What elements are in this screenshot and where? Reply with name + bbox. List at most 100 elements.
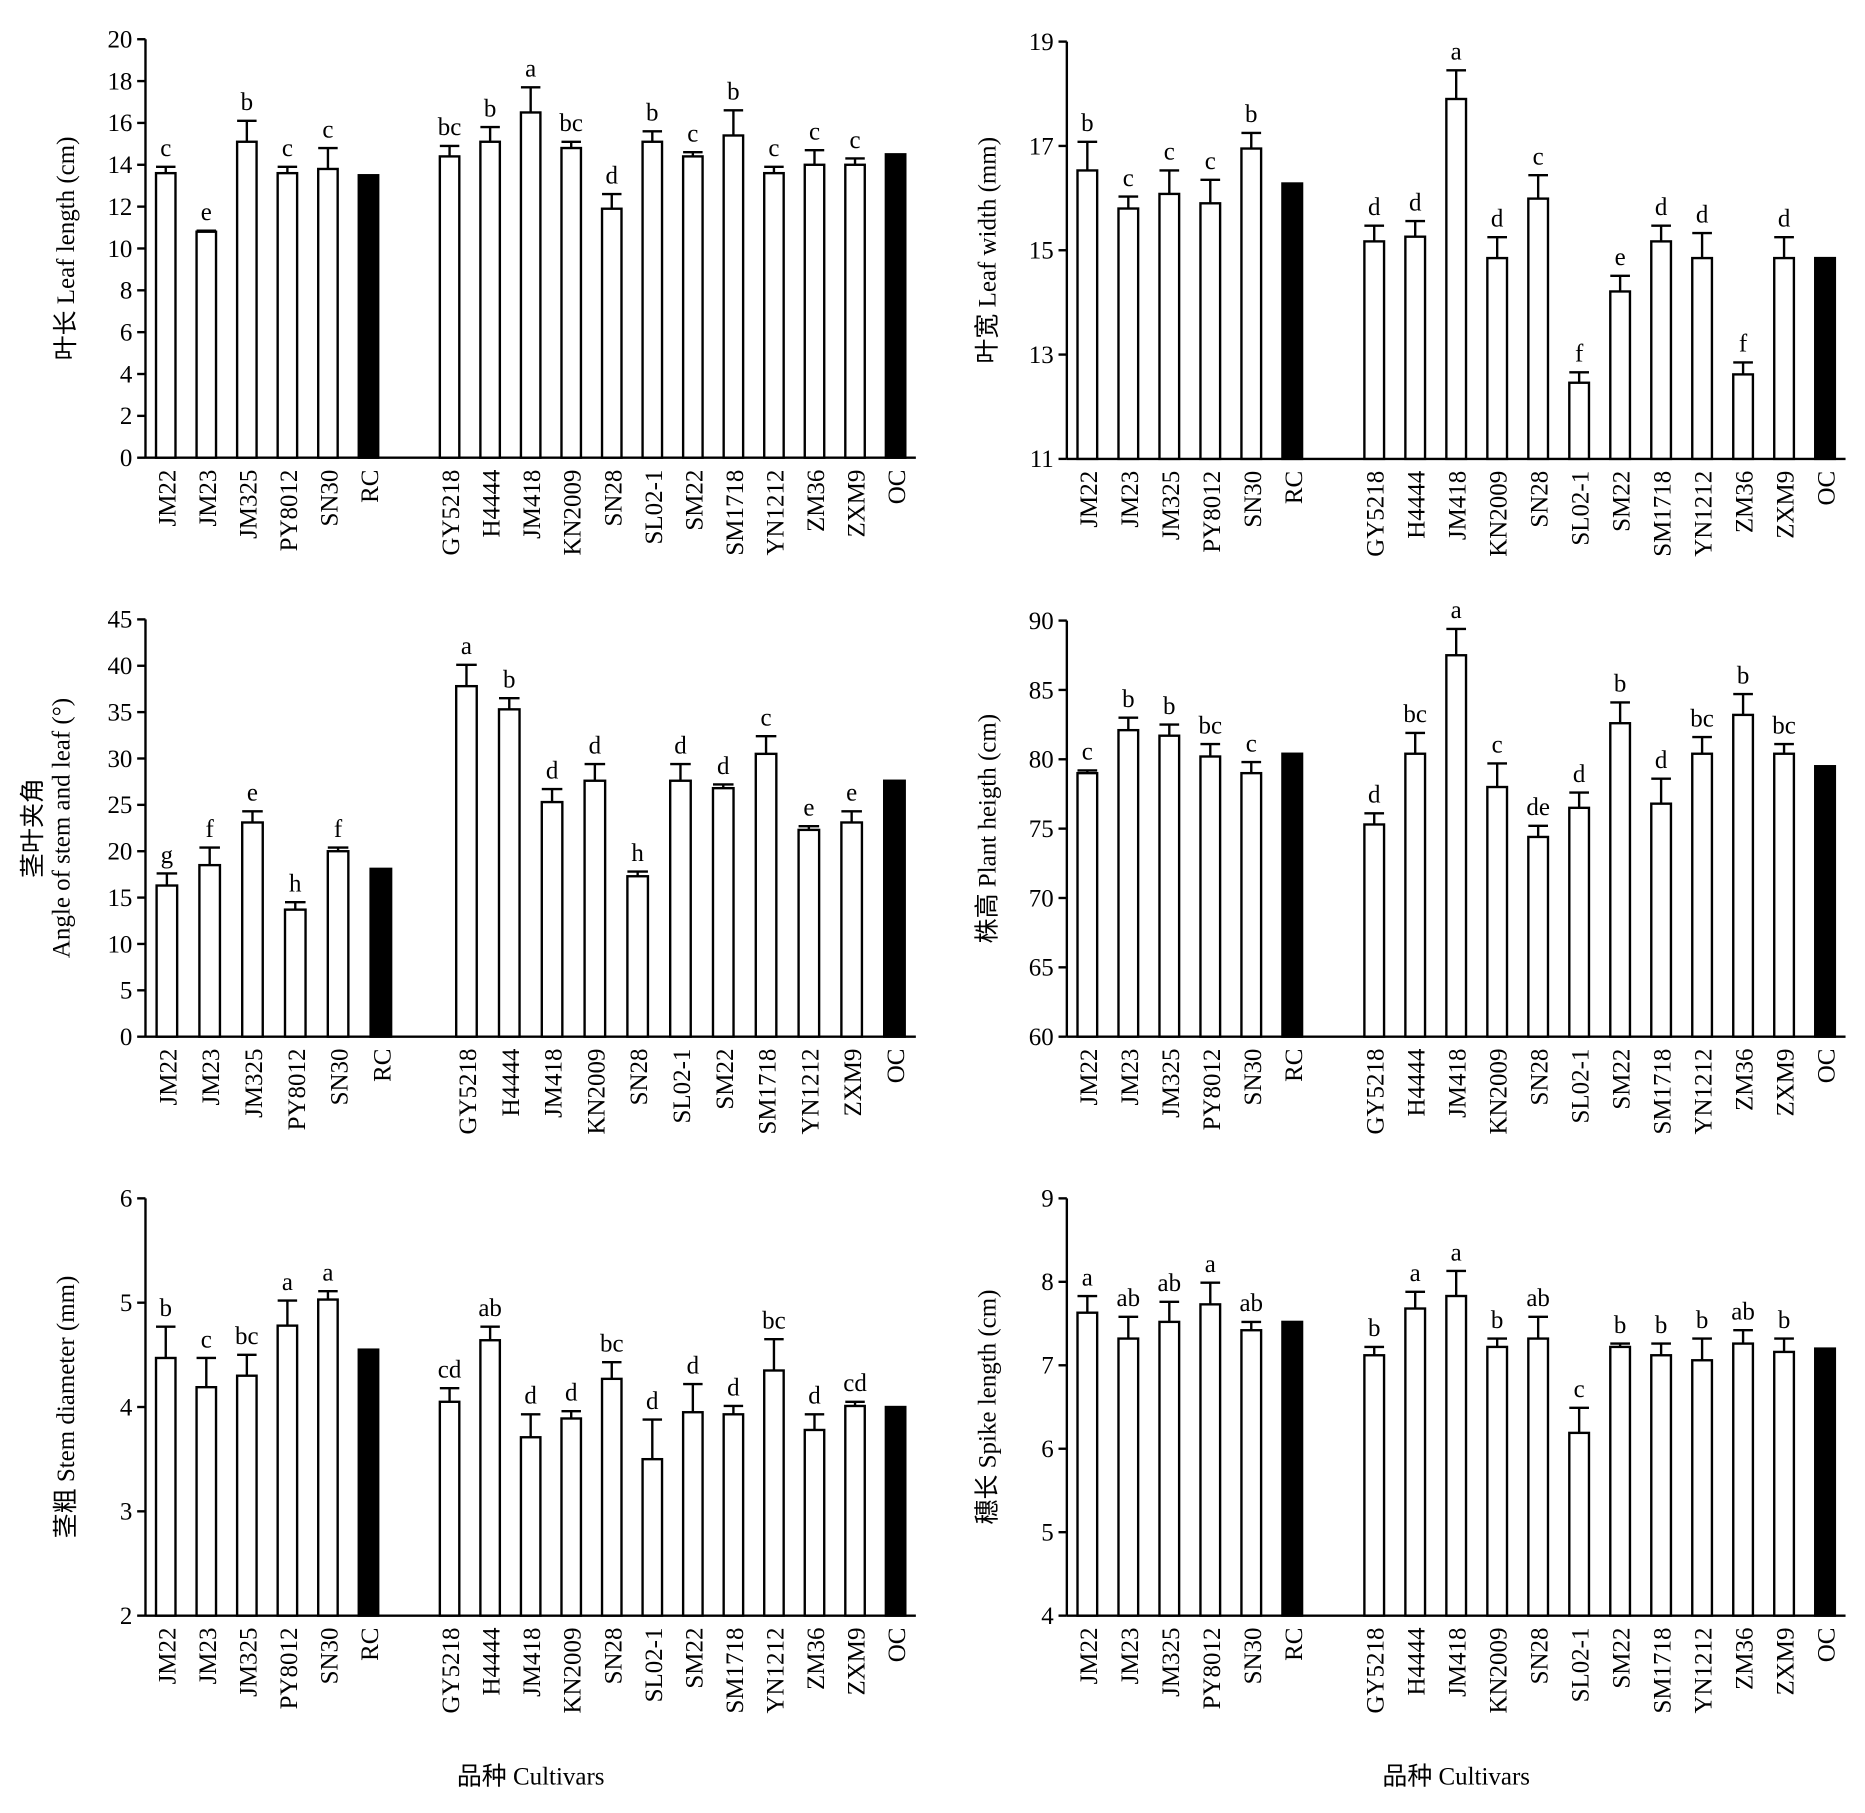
x-axis-label: 品种 Cultivars [1382,1762,1530,1790]
significance-letter: bc [1690,705,1714,732]
x-tick-label: JM23 [1117,471,1144,528]
significance-letter: a [1451,1239,1462,1266]
error-bar [196,229,217,232]
error-bar [602,1360,622,1379]
bar [276,1324,299,1617]
bar [1609,290,1632,461]
significance-letter: c [1123,165,1134,192]
x-tick-label: OC [1814,1628,1841,1663]
significance-letter: cd [843,1370,867,1397]
y-tick-label: 10 [107,236,132,263]
error-bar [277,165,298,174]
x-tick-label: SN28 [1527,1049,1554,1106]
error-bar [764,165,784,174]
y-tick-label: 35 [107,699,132,726]
bar [497,708,521,1038]
error-bar [1692,735,1712,754]
significance-letter: b [1245,101,1257,128]
x-tick-label: H4444 [498,1048,525,1116]
x-tick-label: SM1718 [1650,1049,1677,1135]
error-bar [327,846,349,852]
significance-letter: d [1778,206,1791,233]
bar [1814,256,1837,461]
x-tick-label: GY5218 [455,1049,482,1135]
x-tick-label: OC [1814,471,1841,506]
y-axis-label: 株高 Plant heigth (cm) [974,714,1002,943]
significance-letter: c [1574,1376,1585,1403]
bar [540,800,564,1038]
y-tick-label: 75 [1029,816,1054,843]
bar [198,863,222,1038]
y-tick-label: 2 [120,1603,132,1630]
error-bar [1774,742,1794,754]
error-bar [1118,195,1139,209]
y-axis-label: 叶长 Leaf length (cm) [52,137,80,361]
y-tick-label: 0 [120,1024,132,1051]
y-tick-label: 6 [1041,1436,1053,1463]
error-bar [627,870,648,877]
x-tick-label: OC [883,1049,910,1084]
x-tick-label: JM22 [154,1628,181,1685]
y-tick-label: 80 [1029,747,1054,774]
error-bar [1241,1320,1262,1331]
bar [1158,1320,1181,1617]
bar [154,171,177,459]
significance-letter: b [484,95,496,122]
bar [763,171,785,459]
x-tick-label: KN2009 [1486,1049,1513,1135]
x-tick-label: ZXM9 [844,1628,871,1696]
bar [455,684,478,1038]
bar [357,174,380,459]
y-tick-label: 8 [1041,1269,1053,1296]
significance-letter: d [717,753,730,780]
significance-letter: b [160,1295,172,1322]
bar [1814,1347,1837,1617]
significance-letter: b [1655,1312,1667,1339]
bar [438,155,461,459]
significance-letter: d [524,1383,537,1410]
x-tick-label: SM1718 [1650,471,1677,557]
error-bar [439,1387,460,1402]
x-tick-label: YN1212 [1691,471,1718,557]
y-tick-label: 65 [1029,955,1054,982]
x-tick-label: KN2009 [583,1049,610,1135]
error-bar [1487,762,1508,788]
bar [641,140,664,459]
bar [1076,169,1099,461]
error-bar [841,810,862,823]
y-tick-label: 15 [1029,238,1054,265]
bar [1404,752,1427,1038]
bar [1691,1359,1714,1617]
error-bar [1487,236,1508,259]
error-bar [1774,236,1794,259]
x-tick-label: JM325 [241,1049,268,1118]
error-bar [1651,1342,1671,1356]
x-tick-label: YN1212 [762,470,789,556]
bar [754,752,778,1038]
significance-letter: d [1573,761,1586,788]
error-bar [1610,701,1630,724]
x-tick-label: ZM36 [1732,471,1759,533]
x-tick-label: ZXM9 [1773,1049,1800,1117]
error-bar [642,130,663,142]
x-tick-label: ZM36 [1732,1049,1759,1111]
error-bar [1610,1342,1630,1347]
significance-letter: ab [1117,1285,1141,1312]
bar [669,779,692,1038]
error-bar [804,148,825,165]
error-bar [1364,224,1385,242]
error-bar [199,846,220,866]
significance-letter: bc [438,114,462,141]
x-tick-label: SL02-1 [1568,471,1595,546]
error-bar [1651,224,1671,242]
x-tick-label: SN28 [626,1049,653,1106]
x-tick-label: SM22 [1609,1049,1636,1110]
significance-letter: c [322,116,333,143]
bar [241,821,264,1038]
x-tick-label: ZM36 [803,470,830,532]
x-tick-label: SM1718 [1650,1628,1677,1714]
y-tick-label: 16 [107,110,132,137]
y-tick-label: 15 [107,885,132,912]
significance-letter: d [808,1383,821,1410]
significance-letter: bc [1772,712,1796,739]
